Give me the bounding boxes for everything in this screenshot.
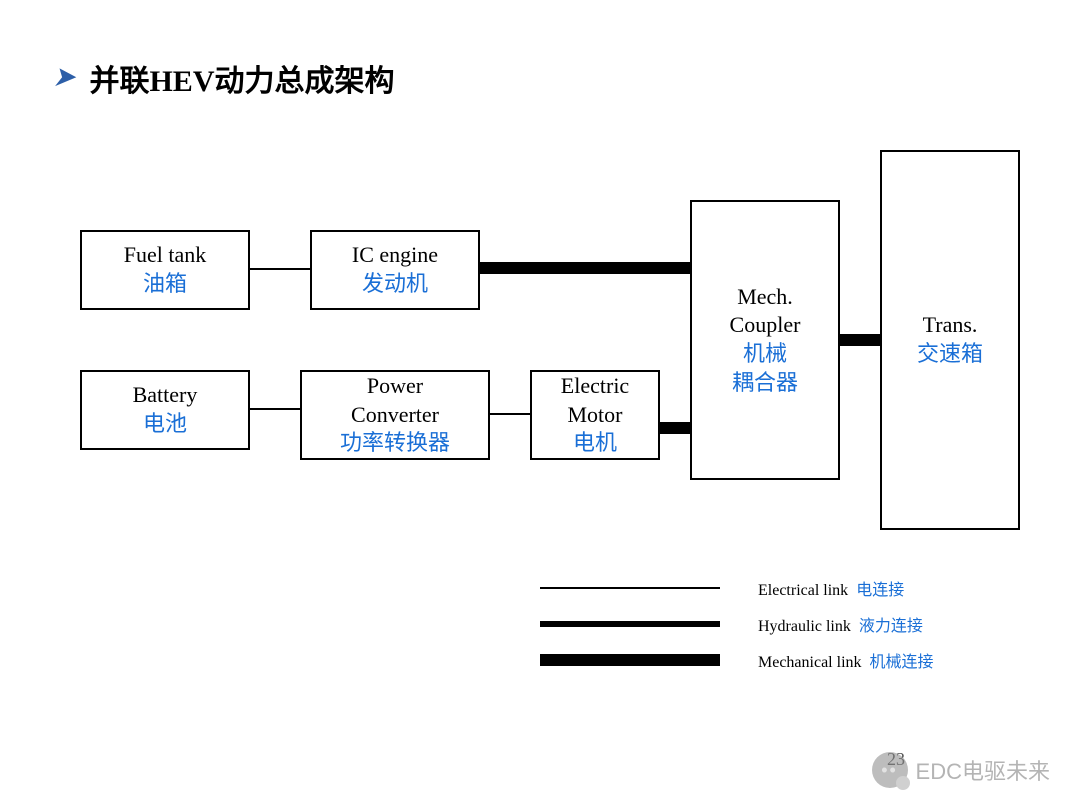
legend-row-electrical: Electrical link 电连接	[540, 570, 1040, 606]
node-power-converter: PowerConverter 功率转换器	[300, 370, 490, 460]
node-label-zh: 交速箱	[917, 340, 983, 369]
node-label-zh: 发动机	[362, 270, 428, 299]
edge-coupler-to-trans	[840, 334, 880, 346]
watermark: •• EDC电驱未来	[872, 752, 1050, 788]
node-mech-coupler: Mech.Coupler 机械耦合器	[690, 200, 840, 480]
edge-engine-to-coupler	[480, 262, 690, 274]
legend-label: Electrical link 电连接	[758, 576, 904, 600]
legend-swatch-thick	[540, 654, 720, 666]
legend-en: Electrical link	[758, 582, 848, 599]
legend-zh: 液力连接	[859, 618, 923, 635]
node-electric-motor: ElectricMotor 电机	[530, 370, 660, 460]
edge-motor-to-coupler	[660, 422, 690, 434]
node-transmission: Trans. 交速箱	[880, 150, 1020, 530]
legend-row-mechanical: Mechanical link 机械连接	[540, 642, 1040, 678]
node-label-en: IC engine	[352, 241, 438, 270]
legend-en: Mechanical link	[758, 654, 862, 671]
node-label-en: Mech.Coupler	[730, 283, 801, 340]
watermark-text: EDC电驱未来	[916, 754, 1050, 786]
slide-title-row: ➤ 并联HEV动力总成架构	[52, 56, 394, 100]
bullet-icon: ➤	[52, 64, 75, 92]
node-label-en: Trans.	[923, 311, 978, 340]
node-label-zh: 机械耦合器	[732, 340, 798, 397]
legend: Electrical link 电连接 Hydraulic link 液力连接 …	[540, 570, 1040, 678]
legend-en: Hydraulic link	[758, 618, 851, 635]
node-label-en: Battery	[133, 381, 198, 410]
node-label-zh: 油箱	[143, 270, 187, 299]
edge-fuel-to-engine	[250, 268, 310, 270]
legend-row-hydraulic: Hydraulic link 液力连接	[540, 606, 1040, 642]
legend-label: Hydraulic link 液力连接	[758, 612, 923, 636]
node-battery: Battery 电池	[80, 370, 250, 450]
node-label-zh: 功率转换器	[340, 429, 450, 458]
slide-title: 并联HEV动力总成架构	[89, 56, 394, 100]
hev-architecture-diagram: Fuel tank 油箱 IC engine 发动机 Battery 电池 Po…	[50, 150, 1030, 530]
legend-swatch-medium	[540, 621, 720, 627]
legend-label: Mechanical link 机械连接	[758, 648, 934, 672]
legend-swatch-thin	[540, 587, 720, 589]
legend-zh: 机械连接	[870, 654, 934, 671]
edge-battery-to-conv	[250, 408, 300, 410]
node-ic-engine: IC engine 发动机	[310, 230, 480, 310]
wechat-icon: ••	[872, 752, 908, 788]
node-label-en: Fuel tank	[124, 241, 207, 270]
edge-conv-to-motor	[490, 413, 530, 415]
legend-zh: 电连接	[856, 582, 904, 599]
node-label-en: ElectricMotor	[561, 372, 629, 429]
node-label-en: PowerConverter	[351, 372, 439, 429]
node-label-zh: 电机	[573, 429, 617, 458]
node-label-zh: 电池	[143, 410, 187, 439]
node-fuel-tank: Fuel tank 油箱	[80, 230, 250, 310]
